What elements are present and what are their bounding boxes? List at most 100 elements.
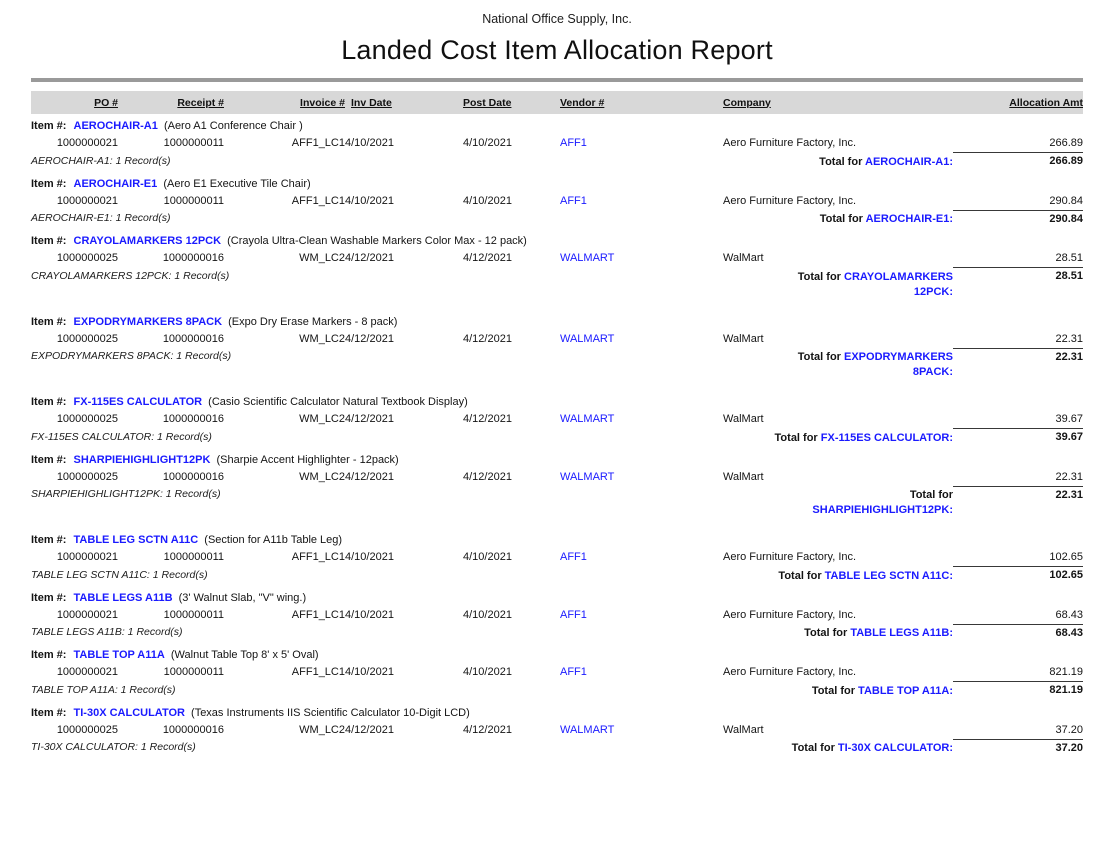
item-number-label: Item #: (31, 315, 67, 328)
company-name-cell: WalMart (723, 723, 764, 736)
po-number-cell: 1000000025 (56, 470, 118, 483)
group-summary-row: TABLE LEGS A11B: 1 Record(s) Total for T… (31, 623, 1083, 643)
invoice-number-cell: AFF1_LC1 (291, 551, 345, 563)
total-item-code-link[interactable]: TABLE LEG SCTN A11C: (824, 569, 953, 582)
total-item-code-link[interactable]: TABLE LEGS A11B: (850, 627, 953, 639)
total-item-code-link[interactable]: 12PCK: (913, 285, 953, 298)
item-description: (Aero E1 Executive Tile Chair) (163, 177, 311, 190)
item-header-cell: Item #: TI-30X CALCULATOR (Texas Instrum… (31, 701, 1083, 721)
vendor-code-link[interactable]: AFF1 (560, 608, 587, 621)
group-total-amount: 37.20 (953, 738, 1083, 758)
po-number-cell: 1000000021 (56, 608, 118, 621)
group-summary-row: TABLE LEG SCTN A11C: 1 Record(s) Total f… (31, 566, 1083, 586)
allocation-amount-cell: 102.65 (1049, 551, 1083, 563)
company-name: National Office Supply, Inc. (482, 12, 632, 26)
vendor-code-link[interactable]: AFF1 (560, 194, 587, 207)
post-date-cell: 4/12/2021 (463, 470, 512, 483)
invoice-number-cell: WM_LC2 (299, 723, 345, 736)
item-code-link[interactable]: EXPODRYMARKERS 8PACK (73, 315, 223, 328)
item-description: (Texas Instruments IIS Scientific Calcul… (191, 706, 470, 719)
invoice-number-cell: AFF1_LC1 (291, 666, 345, 678)
po-number-cell: 1000000021 (56, 666, 118, 678)
post-date-cell: 4/10/2021 (463, 194, 512, 207)
group-total-label: Total for TABLE LEG SCTN A11C: (778, 569, 953, 582)
total-item-code-link[interactable]: EXPODRYMARKERS (844, 351, 953, 363)
column-header-receipt: Receipt # (118, 91, 224, 114)
invoice-number-cell: WM_LC2 (299, 413, 345, 425)
item-code-link[interactable]: AEROCHAIR-E1 (73, 177, 158, 190)
vendor-code-link[interactable]: WALMART (560, 470, 615, 483)
post-date-cell: 4/12/2021 (463, 413, 512, 425)
header-divider (31, 78, 1083, 82)
allocation-amount-cell: 39.67 (1055, 413, 1083, 425)
allocation-amount-cell: 68.43 (1055, 608, 1083, 621)
item-code-link[interactable]: TABLE LEGS A11B (73, 591, 173, 604)
allocation-amount-cell: 22.31 (1055, 332, 1083, 345)
vendor-code-link[interactable]: WALMART (560, 413, 615, 425)
item-code-link[interactable]: AEROCHAIR-A1 (73, 120, 158, 132)
group-summary-row: CRAYOLAMARKERS 12PCK: 1 Record(s) Total … (31, 267, 1083, 302)
item-number-label: Item #: (31, 235, 67, 247)
item-header-cell: Item #: TABLE TOP A11A (Walnut Table Top… (31, 643, 1083, 663)
company-name-cell: Aero Furniture Factory, Inc. (723, 137, 857, 149)
record-count-note: CRAYOLAMARKERS 12PCK: 1 Record(s) (31, 269, 230, 282)
total-item-code-link[interactable]: TI-30X CALCULATOR: (837, 742, 953, 754)
total-item-code-link[interactable]: AEROCHAIR-A1: (865, 155, 953, 168)
group-summary-row: AEROCHAIR-A1: 1 Record(s) Total for AERO… (31, 152, 1083, 172)
invoice-date-cell: 4/10/2021 (345, 137, 394, 149)
vendor-code-link[interactable]: AFF1 (560, 666, 587, 678)
item-code-link[interactable]: TI-30X CALCULATOR (73, 706, 185, 719)
group-total-amount: 39.67 (953, 428, 1083, 448)
group-total-amount: 22.31 (953, 485, 1083, 520)
item-group-header: Item #: SHARPIEHIGHLIGHT12PK (Sharpie Ac… (31, 448, 1083, 468)
invoice-number-cell: AFF1_LC1 (291, 194, 345, 207)
vendor-code-link[interactable]: WALMART (560, 332, 615, 345)
item-code-link[interactable]: TABLE TOP A11A (73, 649, 165, 661)
item-group-header: Item #: CRAYOLAMARKERS 12PCK (Crayola Ul… (31, 229, 1083, 249)
allocation-amount-cell: 821.19 (1049, 666, 1083, 678)
invoice-date-cell: 4/12/2021 (345, 413, 394, 425)
item-group-header: Item #: AEROCHAIR-E1 (Aero E1 Executive … (31, 172, 1083, 192)
record-count-note: TABLE LEG SCTN A11C: 1 Record(s) (31, 568, 208, 581)
group-summary-row: TABLE TOP A11A: 1 Record(s) Total for TA… (31, 681, 1083, 701)
item-code-link[interactable]: SHARPIEHIGHLIGHT12PK (73, 453, 211, 466)
item-code-link[interactable]: FX-115ES CALCULATOR (73, 396, 203, 408)
group-total-amount: 102.65 (953, 566, 1083, 586)
total-item-code-link[interactable]: TABLE TOP A11A: (858, 684, 953, 697)
item-header-cell: Item #: AEROCHAIR-A1 (Aero A1 Conference… (31, 114, 1083, 134)
group-total-label: Total for TI-30X CALCULATOR: (791, 742, 953, 754)
total-item-code-link[interactable]: 8PACK: (912, 366, 953, 378)
table-row: 1000000025 1000000016 WM_LC2 4/12/2021 4… (31, 721, 1083, 740)
receipt-number-cell: 1000000011 (163, 137, 224, 149)
group-total-amount: 22.31 (953, 347, 1083, 382)
receipt-number-cell: 1000000011 (163, 608, 224, 621)
vendor-code-link[interactable]: WALMART (560, 252, 615, 264)
report-page: National Office Supply, Inc. Landed Cost… (31, 12, 1083, 758)
vendor-code-link[interactable]: AFF1 (560, 137, 587, 149)
record-count-note: TI-30X CALCULATOR: 1 Record(s) (31, 741, 196, 753)
invoice-number-cell: WM_LC2 (299, 332, 345, 345)
receipt-number-cell: 1000000016 (162, 470, 224, 483)
item-code-link[interactable]: CRAYOLAMARKERS 12PCK (73, 235, 222, 247)
group-total-amount: 290.84 (953, 209, 1083, 229)
post-date-cell: 4/10/2021 (463, 551, 512, 563)
record-count-note: TABLE LEGS A11B: 1 Record(s) (31, 626, 183, 638)
vendor-code-link[interactable]: WALMART (560, 723, 615, 736)
item-code-link[interactable]: TABLE LEG SCTN A11C (73, 534, 199, 546)
item-number-label: Item #: (31, 649, 67, 661)
invoice-date-cell: 4/10/2021 (345, 608, 394, 621)
column-header-inv-date: Inv Date (345, 91, 463, 114)
group-total-label: Total for AEROCHAIR-A1: (819, 155, 953, 168)
vendor-code-link[interactable]: AFF1 (560, 551, 587, 563)
record-count-note: FX-115ES CALCULATOR: 1 Record(s) (31, 430, 212, 443)
post-date-cell: 4/10/2021 (463, 137, 512, 149)
item-number-label: Item #: (31, 396, 67, 408)
total-item-code-link[interactable]: SHARPIEHIGHLIGHT12PK: (812, 504, 953, 516)
po-number-cell: 1000000025 (56, 723, 118, 736)
total-item-code-link[interactable]: FX-115ES CALCULATOR: (820, 431, 953, 444)
invoice-date-cell: 4/10/2021 (345, 551, 394, 563)
total-item-code-link[interactable]: AEROCHAIR-E1: (865, 213, 953, 225)
total-item-code-link[interactable]: CRAYOLAMARKERS (844, 270, 953, 283)
invoice-date-cell: 4/10/2021 (345, 194, 394, 207)
group-total-amount: 28.51 (953, 267, 1083, 302)
